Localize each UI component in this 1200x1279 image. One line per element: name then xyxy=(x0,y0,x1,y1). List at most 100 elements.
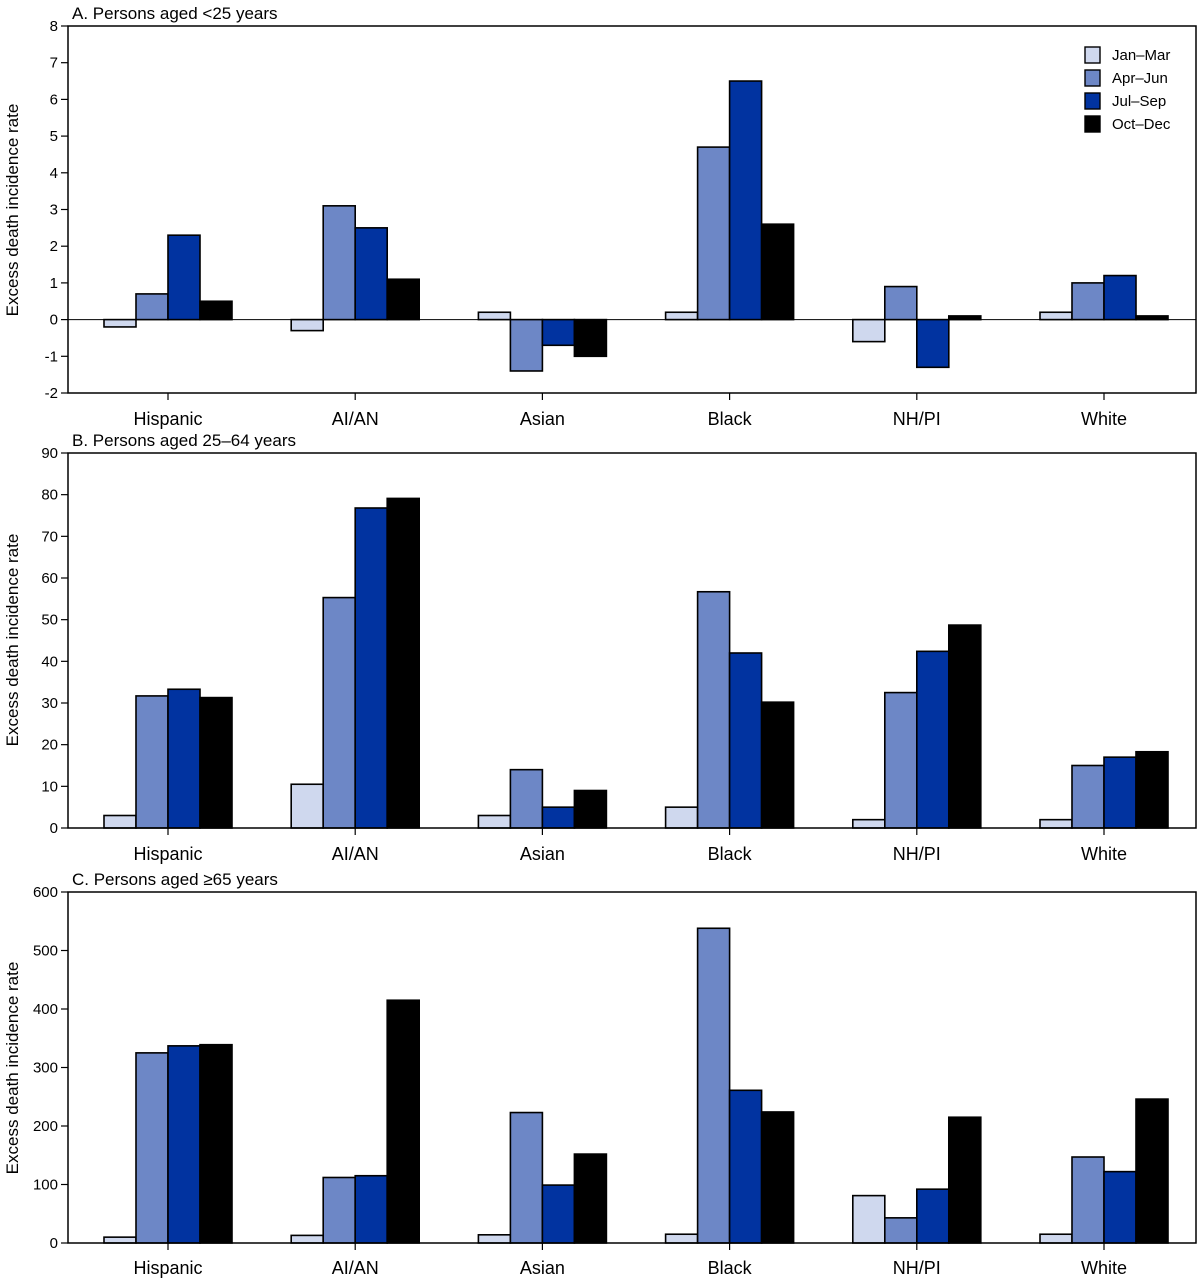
bar-nhpi-4 xyxy=(947,315,982,321)
bar-asian-4 xyxy=(573,1153,608,1244)
category-label: White xyxy=(1081,1258,1127,1278)
y-tick-label: 90 xyxy=(41,445,58,462)
bar-hispanic-3 xyxy=(167,688,201,829)
bar-asian-4 xyxy=(573,318,608,358)
y-tick-label: 1 xyxy=(50,275,58,292)
chart-panel-2: B. Persons aged 25–64 years Excess death … xyxy=(3,431,1197,864)
bar-nhpi-1 xyxy=(851,818,886,829)
bar-aian-1 xyxy=(290,318,325,332)
y-tick-label: 2 xyxy=(50,238,58,255)
legend-swatch xyxy=(1084,46,1101,64)
category-label: Asian xyxy=(520,844,565,864)
category-label: Black xyxy=(708,409,753,429)
bar-black-4 xyxy=(760,223,795,321)
bar-hispanic-4 xyxy=(199,696,233,829)
category-label: Hispanic xyxy=(133,844,202,864)
bar-white-3 xyxy=(1103,756,1137,829)
bar-nhpi-1 xyxy=(851,1194,886,1244)
bar-black-4 xyxy=(760,701,795,829)
y-tick-label: 20 xyxy=(41,737,58,754)
bar-black-2 xyxy=(696,590,731,829)
y-tick-label: 8 xyxy=(50,18,58,35)
bar-asian-2 xyxy=(509,1111,544,1244)
panel-title: B. Persons aged 25–64 years xyxy=(72,431,296,450)
bar-asian-2 xyxy=(509,768,544,829)
legend-swatch xyxy=(1084,115,1101,133)
category-label: AI/AN xyxy=(332,1258,379,1278)
bar-aian-3 xyxy=(354,507,389,829)
y-tick-label: 200 xyxy=(33,1118,58,1135)
bar-asian-1 xyxy=(477,814,512,829)
bar-white-4 xyxy=(1135,1098,1169,1244)
bar-aian-4 xyxy=(386,999,421,1244)
bar-white-1 xyxy=(1039,1233,1073,1244)
bar-hispanic-2 xyxy=(135,293,169,321)
bar-hispanic-2 xyxy=(135,695,169,829)
y-tick-label: 40 xyxy=(41,653,58,670)
legend-label: Oct–Dec xyxy=(1112,116,1171,133)
bar-white-2 xyxy=(1071,1156,1105,1244)
legend-swatch xyxy=(1084,69,1101,87)
category-label: Hispanic xyxy=(133,409,202,429)
bar-nhpi-3 xyxy=(915,650,950,829)
bar-aian-1 xyxy=(290,783,325,829)
category-label: Black xyxy=(708,1258,753,1278)
legend: Jan–Mar Apr–Jun Jul–Sep Oct–Dec xyxy=(1084,46,1171,133)
bar-hispanic-3 xyxy=(167,234,201,321)
y-tick-label: 300 xyxy=(33,1060,58,1077)
y-tick-label: 3 xyxy=(50,202,58,219)
category-label: White xyxy=(1081,844,1127,864)
category-label: White xyxy=(1081,409,1127,429)
y-tick-label: 50 xyxy=(41,612,58,629)
category-label: Black xyxy=(708,844,753,864)
bar-white-2 xyxy=(1071,764,1105,829)
bar-aian-3 xyxy=(354,1174,389,1244)
bar-white-3 xyxy=(1103,1170,1137,1244)
category-label: Asian xyxy=(520,409,565,429)
y-tick-label: 10 xyxy=(41,778,58,795)
bar-nhpi-3 xyxy=(915,318,950,369)
bar-asian-1 xyxy=(477,1234,512,1244)
bar-aian-2 xyxy=(322,596,357,829)
panel-title: C. Persons aged ≥65 years xyxy=(72,870,278,889)
bar-asian-3 xyxy=(541,1184,576,1244)
y-tick-label: 100 xyxy=(33,1177,58,1194)
plot-frame xyxy=(67,891,1197,1244)
bar-white-4 xyxy=(1135,750,1169,829)
plot-frame xyxy=(67,452,1197,829)
panel-title: A. Persons aged <25 years xyxy=(72,4,278,23)
bar-black-2 xyxy=(696,927,731,1244)
bar-aian-4 xyxy=(386,497,421,829)
bar-white-2 xyxy=(1071,282,1105,321)
y-tick-label: 0 xyxy=(50,820,58,837)
bar-aian-1 xyxy=(290,1234,325,1244)
y-tick-label: 70 xyxy=(41,528,58,545)
y-tick-label: 500 xyxy=(33,943,58,960)
bar-nhpi-2 xyxy=(883,1217,918,1244)
y-tick-label: 600 xyxy=(33,884,58,901)
bar-hispanic-3 xyxy=(167,1045,201,1244)
bar-hispanic-4 xyxy=(199,1043,233,1244)
bar-hispanic-4 xyxy=(199,300,233,321)
y-tick-label: 80 xyxy=(41,487,58,504)
bar-hispanic-1 xyxy=(103,814,137,829)
y-tick-label: 0 xyxy=(50,1235,58,1252)
y-tick-label: 4 xyxy=(50,165,58,182)
y-tick-label: 0 xyxy=(50,312,58,329)
legend-label: Apr–Jun xyxy=(1112,70,1168,87)
bar-asian-3 xyxy=(541,318,576,347)
chart-panel-1: A. Persons aged <25 years Excess death in… xyxy=(3,4,1197,429)
y-axis-title: Excess death incidence rate xyxy=(3,104,22,317)
y-tick-label: 5 xyxy=(50,128,58,145)
legend-label: Jan–Mar xyxy=(1112,47,1170,64)
category-label: AI/AN xyxy=(332,409,379,429)
bar-nhpi-3 xyxy=(915,1188,950,1244)
plot-frame xyxy=(67,25,1197,394)
bar-white-1 xyxy=(1039,311,1073,321)
bar-aian-2 xyxy=(322,1176,357,1244)
bar-nhpi-2 xyxy=(883,691,918,829)
bar-black-3 xyxy=(728,652,763,829)
y-tick-label: 6 xyxy=(50,91,58,108)
category-label: NH/PI xyxy=(893,844,941,864)
bar-white-1 xyxy=(1039,818,1073,829)
